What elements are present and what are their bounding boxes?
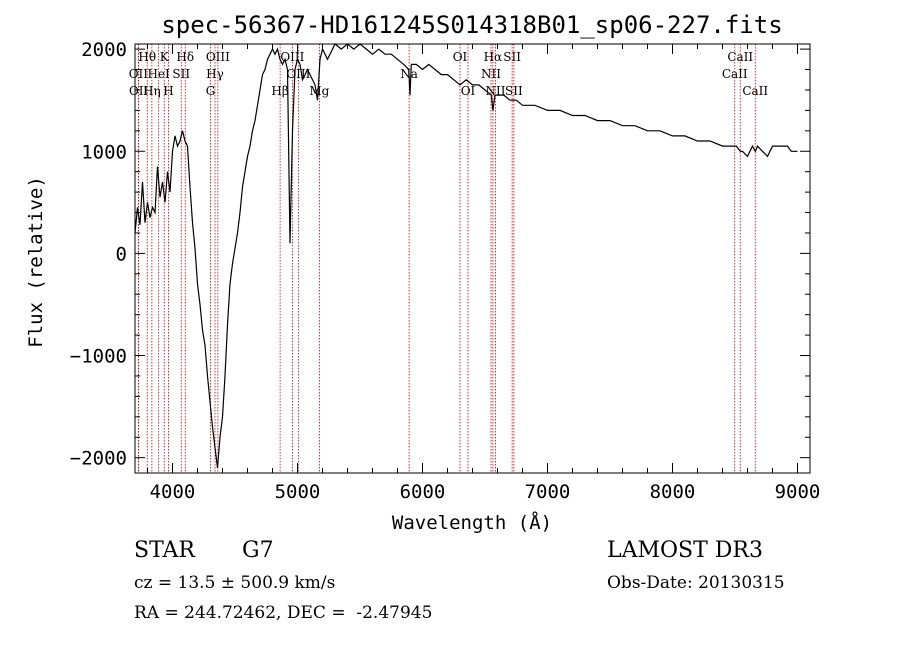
survey-name: LAMOST DR3 [607, 538, 763, 563]
observation-date: Obs-Date: 20130315 [607, 573, 785, 593]
y-tick-label: 2000 [81, 39, 127, 61]
y-tick-label: 0 [116, 243, 127, 265]
x-tick-label: 5000 [275, 481, 321, 503]
spectral-line-label: HeI [147, 67, 170, 81]
spectrum-line [134, 43, 798, 468]
spectral-subclass: G7 [242, 538, 274, 563]
spectral-line-label: G [206, 84, 216, 98]
spectral-line-label: K [160, 50, 170, 64]
spectral-line-label: Mg [309, 84, 329, 98]
spectral-line-label: Hδ [176, 50, 194, 64]
spectral-line-label: Hβ [271, 84, 288, 98]
spectral-line-label: Hη [143, 84, 161, 98]
coordinates: RA = 244.72462, DEC = -2.47945 [134, 603, 433, 623]
spectral-line-label: SII [505, 84, 523, 98]
object-type: STAR [134, 538, 195, 563]
y-tick-label: −2000 [70, 448, 127, 470]
x-tick-label: 6000 [400, 481, 446, 503]
y-tick-label: 1000 [81, 141, 127, 163]
spectral-line-label: CaII [742, 84, 768, 98]
spectral-line-label: CaII [727, 50, 753, 64]
chart-title: spec-56367-HD161245S014318B01_sp06-227.f… [161, 11, 782, 39]
spectral-line-label: Hθ [138, 50, 156, 64]
x-tick-label: 8000 [650, 481, 696, 503]
spectral-line-label: OIII [206, 50, 230, 64]
spectral-line-label: OII [129, 67, 149, 81]
spectral-line-label: NII [481, 67, 501, 81]
spectral-line-label: OI [453, 50, 468, 64]
x-tick-label: 4000 [150, 481, 196, 503]
x-tick-label: 9000 [775, 481, 821, 503]
y-axis-label: Flux (relative) [25, 176, 47, 348]
spectral-line-label: OII [129, 84, 149, 98]
spectral-line-label: Hγ [206, 67, 224, 81]
spectral-line-label: SII [172, 67, 190, 81]
spectral-line-label: OIII [286, 67, 310, 81]
spectral-line-label: SII [503, 50, 521, 64]
spectral-line-label: NII [486, 84, 506, 98]
spectral-line-label: Hα [484, 50, 503, 64]
redshift-cz: cz = 13.5 ± 500.9 km/s [134, 573, 336, 593]
y-tick-label: −1000 [70, 346, 127, 368]
spectral-line-label: H [163, 84, 173, 98]
spectral-line-markers [137, 44, 756, 473]
spectral-line-label: OI [461, 84, 476, 98]
x-axis-label: Wavelength (Å) [392, 511, 552, 534]
spectral-line-label: CaII [722, 67, 748, 81]
plot-frame [134, 43, 811, 474]
x-tick-label: 7000 [525, 481, 571, 503]
axis-ticks: 4000 5000 6000 7000 8000 9000 −2000 −1000 0 1000 2… [70, 39, 821, 503]
